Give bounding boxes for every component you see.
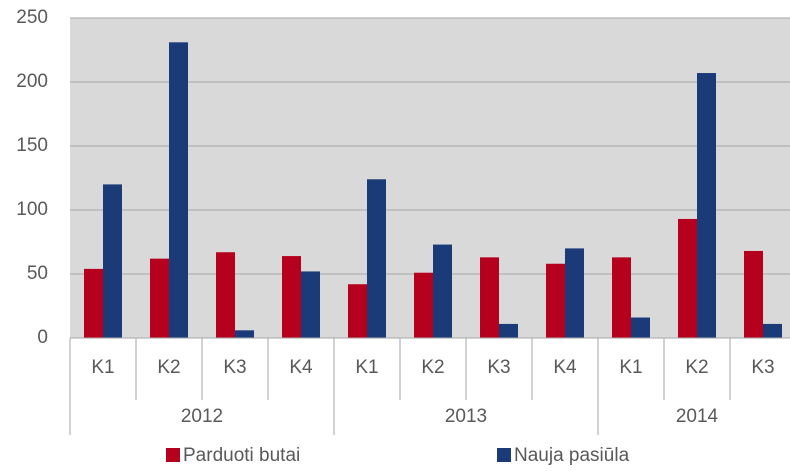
bar [235, 330, 254, 338]
y-tick-label: 250 [16, 7, 48, 28]
bar [763, 323, 782, 338]
bar [612, 257, 631, 338]
group-label: 2014 [676, 406, 719, 427]
x-tick-label: K1 [91, 357, 114, 378]
bar [433, 244, 452, 338]
bar [84, 268, 103, 338]
bar [103, 184, 122, 338]
bar [367, 179, 386, 338]
bar [150, 258, 169, 338]
legend-swatch [166, 448, 180, 462]
bar [744, 250, 763, 338]
bar [169, 42, 188, 338]
x-tick-label: K2 [157, 357, 180, 378]
x-tick-label: K2 [421, 357, 444, 378]
bar [414, 272, 433, 338]
x-tick-label: K1 [619, 357, 642, 378]
bar [631, 317, 650, 338]
legend-swatch [497, 448, 511, 462]
y-tick-label: 200 [16, 71, 48, 92]
legend-label: Parduoti butai [183, 445, 300, 466]
bar [499, 323, 518, 338]
x-tick-label: K4 [553, 357, 577, 378]
y-tick-label: 100 [16, 199, 48, 220]
bar [216, 252, 235, 338]
bar [480, 257, 499, 338]
bar [282, 256, 301, 338]
y-tick-label: 0 [37, 327, 48, 348]
x-tick-label: K3 [223, 357, 246, 378]
bar [565, 248, 584, 338]
legend-label: Nauja pasiūla [514, 445, 630, 466]
bar [546, 263, 565, 338]
x-tick-label: K4 [289, 357, 313, 378]
x-tick-label: K2 [685, 357, 708, 378]
y-tick-label: 50 [27, 263, 48, 284]
x-tick-label: K3 [487, 357, 510, 378]
bar [301, 271, 320, 338]
y-tick-label: 150 [16, 135, 48, 156]
group-label: 2012 [181, 406, 223, 427]
bar [348, 284, 367, 338]
bar [697, 73, 716, 338]
x-tick-label: K1 [355, 357, 378, 378]
x-tick-label: K3 [751, 357, 774, 378]
group-label: 2013 [445, 406, 487, 427]
bar [678, 218, 697, 338]
